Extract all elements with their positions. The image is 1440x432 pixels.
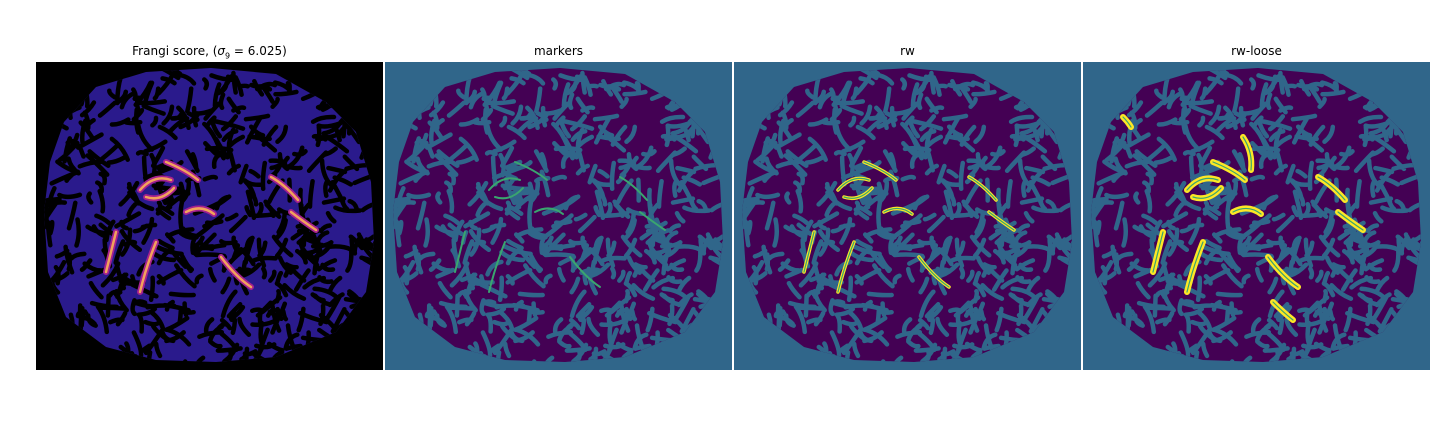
segment-core — [883, 207, 913, 215]
vessel — [104, 230, 118, 274]
marker — [569, 256, 601, 288]
rw-title: rw — [900, 44, 915, 58]
tissue-texture — [742, 68, 1072, 362]
markers-panel: markers — [385, 42, 732, 370]
segment-core — [1242, 136, 1252, 171]
segment-core — [837, 177, 870, 191]
frangi-image — [36, 62, 383, 370]
segment-core — [1186, 241, 1204, 293]
marker — [514, 161, 548, 181]
tissue-texture — [44, 68, 374, 362]
marker — [488, 241, 506, 293]
segment-core — [1152, 231, 1164, 273]
marker — [619, 176, 648, 201]
tissue-region — [742, 68, 1072, 362]
tissue-texture — [1091, 68, 1421, 362]
markers-image — [385, 62, 732, 370]
segment-core — [918, 256, 950, 288]
segment-core — [1267, 256, 1299, 288]
vessel-marks — [802, 160, 1016, 294]
segment-core — [988, 211, 1015, 231]
frangi-title: Frangi score, (σ9 = 6.025) — [132, 44, 287, 61]
segment-core — [968, 176, 997, 201]
marker — [488, 177, 521, 191]
rw-loose-image — [1083, 62, 1430, 370]
vessel — [138, 240, 158, 294]
segment-core — [863, 161, 897, 181]
vessel — [138, 177, 173, 192]
segment-core — [1122, 116, 1132, 128]
tissue-region — [44, 68, 374, 362]
rw-loose-title: rw-loose — [1231, 44, 1282, 58]
segment-core — [837, 241, 855, 293]
markers-title: markers — [533, 44, 584, 58]
segment-core — [1232, 207, 1262, 215]
marker — [454, 231, 466, 273]
rw-loose-panel: rw-loose — [1083, 42, 1430, 370]
marker — [639, 211, 666, 231]
segment-core — [1272, 301, 1294, 321]
vessel-marks — [454, 161, 666, 293]
frangi-panel: Frangi score, (σ9 = 6.025) — [36, 42, 383, 370]
vessel — [144, 186, 176, 200]
vessel — [164, 160, 200, 182]
tissue-region — [393, 68, 723, 362]
segment-core — [1337, 211, 1364, 231]
vessel-marks — [1120, 114, 1366, 323]
segment-core — [843, 187, 873, 199]
marker — [534, 207, 564, 215]
tissue-texture — [393, 68, 723, 362]
rw-panel: rw — [734, 42, 1081, 370]
segment-core — [1186, 177, 1219, 191]
segment-core — [1212, 161, 1246, 181]
vessel — [219, 255, 253, 289]
tissue-region — [1091, 68, 1421, 362]
segment-core — [803, 231, 815, 273]
vessel — [269, 175, 300, 202]
segment-core — [1192, 187, 1222, 199]
vessel — [289, 210, 318, 232]
segment-core — [1317, 176, 1346, 201]
vessel-marks — [103, 159, 319, 295]
marker — [494, 187, 524, 200]
vessel — [184, 207, 216, 216]
rw-image — [734, 62, 1081, 370]
